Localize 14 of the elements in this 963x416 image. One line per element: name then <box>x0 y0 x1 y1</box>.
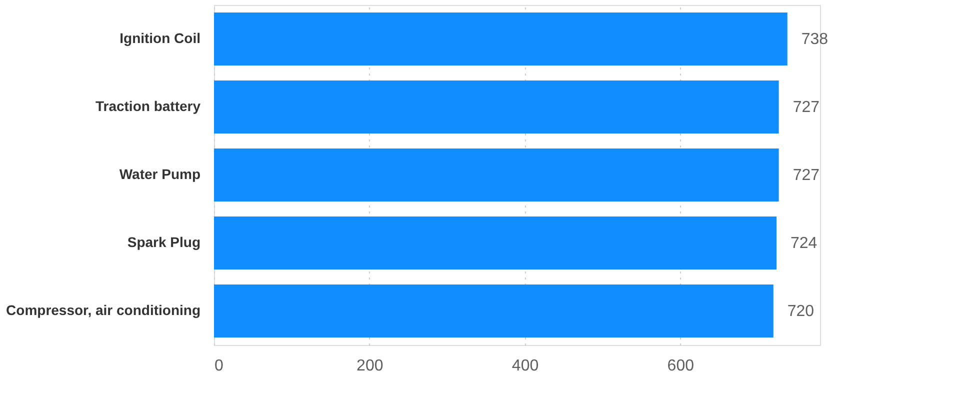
data-label: 738 <box>801 31 828 48</box>
x-tick-label: 400 <box>512 358 539 374</box>
y-tick-label: Compressor, air conditioning <box>6 302 200 318</box>
x-tick-label: 200 <box>356 358 384 374</box>
data-label: 724 <box>790 235 818 252</box>
y-tick-label: Traction battery <box>95 98 201 114</box>
x-tick-label: 600 <box>667 358 694 374</box>
y-tick-label: Spark Plug <box>127 234 200 250</box>
data-label: 727 <box>792 99 820 116</box>
x-tick-label: 0 <box>214 358 224 374</box>
data-label: 727 <box>792 167 820 184</box>
y-tick-label: Ignition Coil <box>120 30 200 46</box>
y-tick-label: Water Pump <box>119 166 200 182</box>
data-label: 720 <box>787 303 814 320</box>
